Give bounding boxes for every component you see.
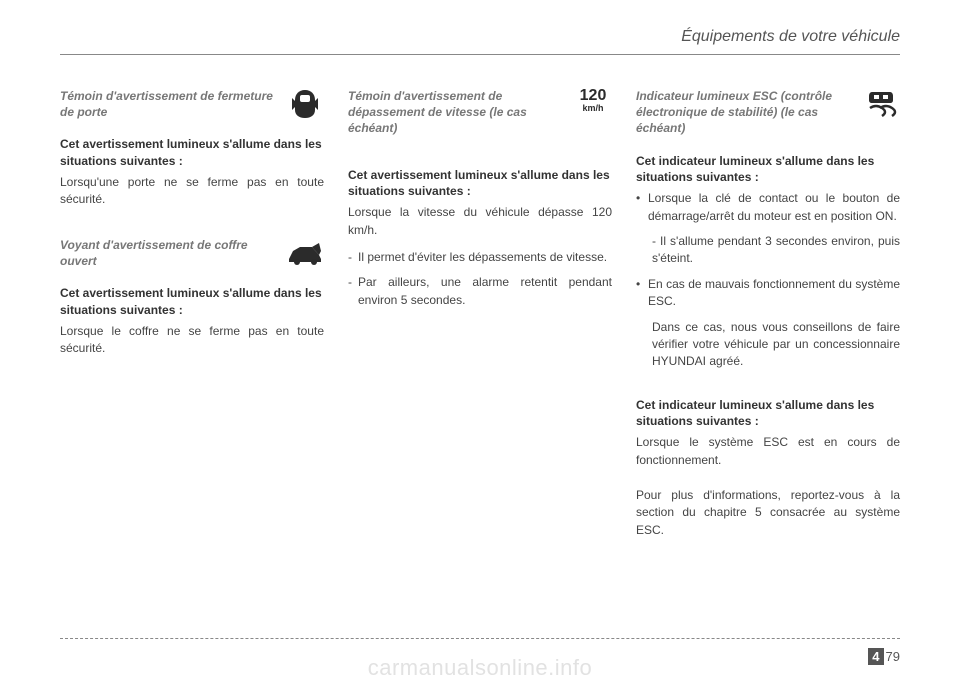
section-heading-door: Témoin d'avertissement de fermeture de p… <box>60 88 324 120</box>
column-2: Témoin d'avertissement de dépassement de… <box>348 88 612 549</box>
footer-rule <box>60 638 900 639</box>
door-ajar-icon <box>286 88 324 120</box>
door-intro: Cet avertissement lumineux s'allume dans… <box>60 136 324 170</box>
esc-icon <box>862 88 900 120</box>
speed-body: Lorsque la vitesse du véhicule dépasse 1… <box>348 204 612 239</box>
esc-bullet-1-sub: - Il s'allume pendant 3 secondes environ… <box>636 233 900 268</box>
heading-speed-title: Témoin d'avertissement de dépassement de… <box>348 88 566 137</box>
content-area: Témoin d'avertissement de fermeture de p… <box>60 88 900 549</box>
page-header: Équipements de votre véhicule <box>681 28 900 46</box>
heading-trunk-title: Voyant d'avertissement de coffre ouvert <box>60 237 278 269</box>
esc-intro-1: Cet indicateur lumineux s'allume dans le… <box>636 153 900 187</box>
section-heading-trunk: Voyant d'avertissement de coffre ouvert <box>60 237 324 269</box>
column-3: Indicateur lumineux ESC (contrôle électr… <box>636 88 900 549</box>
overspeed-icon: 120 km/h <box>574 88 612 120</box>
heading-esc-title: Indicateur lumineux ESC (contrôle électr… <box>636 88 854 137</box>
overspeed-unit: km/h <box>574 104 612 113</box>
speed-intro: Cet avertissement lumineux s'allume dans… <box>348 167 612 201</box>
heading-door-title: Témoin d'avertissement de fermeture de p… <box>60 88 278 120</box>
esc-body-3: Pour plus d'informations, reportez-vous … <box>636 487 900 539</box>
trunk-intro: Cet avertissement lumineux s'allume dans… <box>60 285 324 319</box>
speed-dash-2: Par ailleurs, une alarme retentit pendan… <box>348 274 612 309</box>
watermark: carmanualsonline.info <box>0 655 960 681</box>
trunk-open-icon <box>286 237 324 269</box>
speed-dash-1: Il permet d'éviter les dépassements de v… <box>348 249 612 266</box>
esc-bullet-2: En cas de mauvais fonctionnement du syst… <box>636 276 900 311</box>
section-heading-esc: Indicateur lumineux ESC (contrôle électr… <box>636 88 900 137</box>
esc-body-2: Lorsque le système ESC est en cours de f… <box>636 434 900 469</box>
column-1: Témoin d'avertissement de fermeture de p… <box>60 88 324 549</box>
trunk-body: Lorsque le coffre ne se ferme pas en tou… <box>60 323 324 358</box>
esc-bullet-2-sub: Dans ce cas, nous vous conseillons de fa… <box>636 319 900 371</box>
section-heading-speed: Témoin d'avertissement de dépassement de… <box>348 88 612 137</box>
esc-intro-2: Cet indicateur lumineux s'allume dans le… <box>636 397 900 431</box>
door-body: Lorsqu'une porte ne se ferme pas en tout… <box>60 174 324 209</box>
header-rule <box>60 54 900 55</box>
overspeed-value: 120 <box>574 88 612 104</box>
esc-bullet-1: Lorsque la clé de contact ou le bouton d… <box>636 190 900 225</box>
